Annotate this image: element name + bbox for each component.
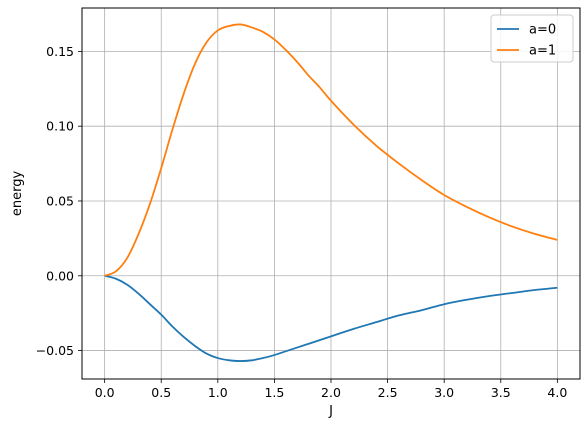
x-tick-label: 1.5: [264, 385, 284, 400]
x-tick-label: 4.0: [547, 385, 567, 400]
legend-label: a=1: [529, 44, 556, 59]
series-lines: [104, 23, 558, 362]
x-tick-label: 3.5: [491, 385, 511, 400]
grid-lines: [82, 8, 580, 379]
x-tick-label: 0.0: [95, 385, 115, 400]
x-tick-label: 2.0: [321, 385, 341, 400]
series-line-a=1: [104, 23, 558, 277]
y-tick-label: 0.00: [46, 268, 74, 283]
axis-ticks: 0.0 0.5 1.0 1.5 2.0 2.5 3.0 3.5 4.0 −0.05 0.00 0.05…: [36, 44, 568, 400]
y-tick-label: 0.10: [46, 119, 74, 134]
x-axis-label: J: [328, 404, 333, 419]
x-tick-label: 1.0: [208, 385, 228, 400]
y-tick-label: 0.15: [46, 44, 74, 59]
legend: a=0a=1: [490, 14, 574, 63]
series-line-a=0: [104, 274, 558, 362]
legend-label: a=0: [529, 23, 556, 38]
x-tick-label: 0.5: [151, 385, 171, 400]
x-tick-label: 3.0: [434, 385, 454, 400]
y-tick-label: 0.05: [46, 193, 74, 208]
y-tick-label: −0.05: [36, 343, 74, 358]
y-axis-label: energy: [10, 171, 25, 217]
x-tick-label: 2.5: [378, 385, 398, 400]
